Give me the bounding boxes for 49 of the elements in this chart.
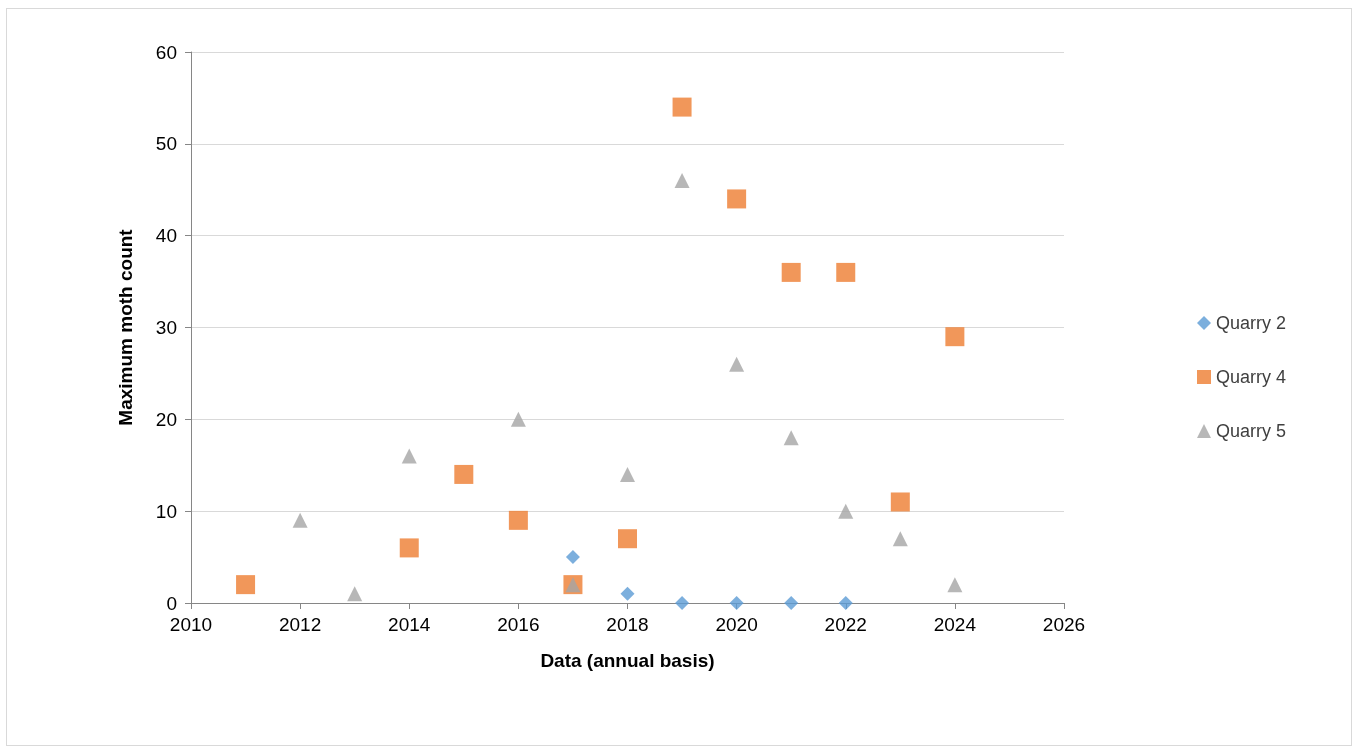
point	[620, 586, 635, 601]
x-tick-label: 2022	[824, 614, 867, 635]
point	[836, 262, 856, 282]
y-tick-label: 60	[155, 41, 177, 63]
point	[892, 531, 908, 547]
point	[620, 466, 635, 482]
legend-label: Quarry 4	[1215, 367, 1287, 387]
point	[945, 327, 965, 347]
point	[947, 577, 963, 593]
point	[729, 596, 744, 610]
point	[399, 538, 419, 558]
point	[729, 356, 745, 372]
x-tick-label: 2012	[278, 614, 322, 635]
point	[674, 173, 690, 189]
y-axis-title: Maximum moth count	[115, 228, 136, 426]
y-tick-label: 30	[155, 317, 177, 338]
x-tick-label: 2018	[606, 614, 649, 635]
point	[784, 596, 799, 610]
x-tick-label: 2010	[169, 614, 213, 635]
point	[292, 512, 308, 528]
y-tick-label: 40	[155, 225, 177, 247]
legend-label: Quarry 5	[1215, 421, 1287, 441]
point	[347, 586, 363, 602]
point	[401, 448, 417, 464]
point	[890, 492, 910, 512]
x-tick-label: 2024	[933, 614, 977, 635]
y-tick-label: 10	[155, 500, 177, 522]
x-tick-label: 2026	[1042, 614, 1086, 635]
point	[508, 510, 528, 530]
x-tick-label: 2020	[715, 614, 758, 635]
legend-label: Quarry 2	[1215, 313, 1287, 333]
y-tick-label: 50	[155, 133, 177, 155]
point	[454, 464, 474, 484]
point	[838, 503, 854, 519]
point	[781, 262, 801, 282]
point	[565, 550, 580, 565]
point	[675, 596, 690, 610]
x-tick-label: 2014	[388, 614, 431, 635]
point	[236, 575, 256, 595]
point	[510, 411, 526, 427]
point	[618, 529, 637, 549]
x-axis-title: Data (annual basis)	[540, 650, 715, 671]
point	[727, 189, 747, 209]
point	[838, 596, 853, 610]
y-tick-label: 20	[155, 408, 177, 430]
point	[783, 430, 799, 446]
point	[672, 97, 692, 117]
y-tick-label: 0	[166, 592, 177, 614]
x-tick-label: 2016	[497, 614, 540, 635]
